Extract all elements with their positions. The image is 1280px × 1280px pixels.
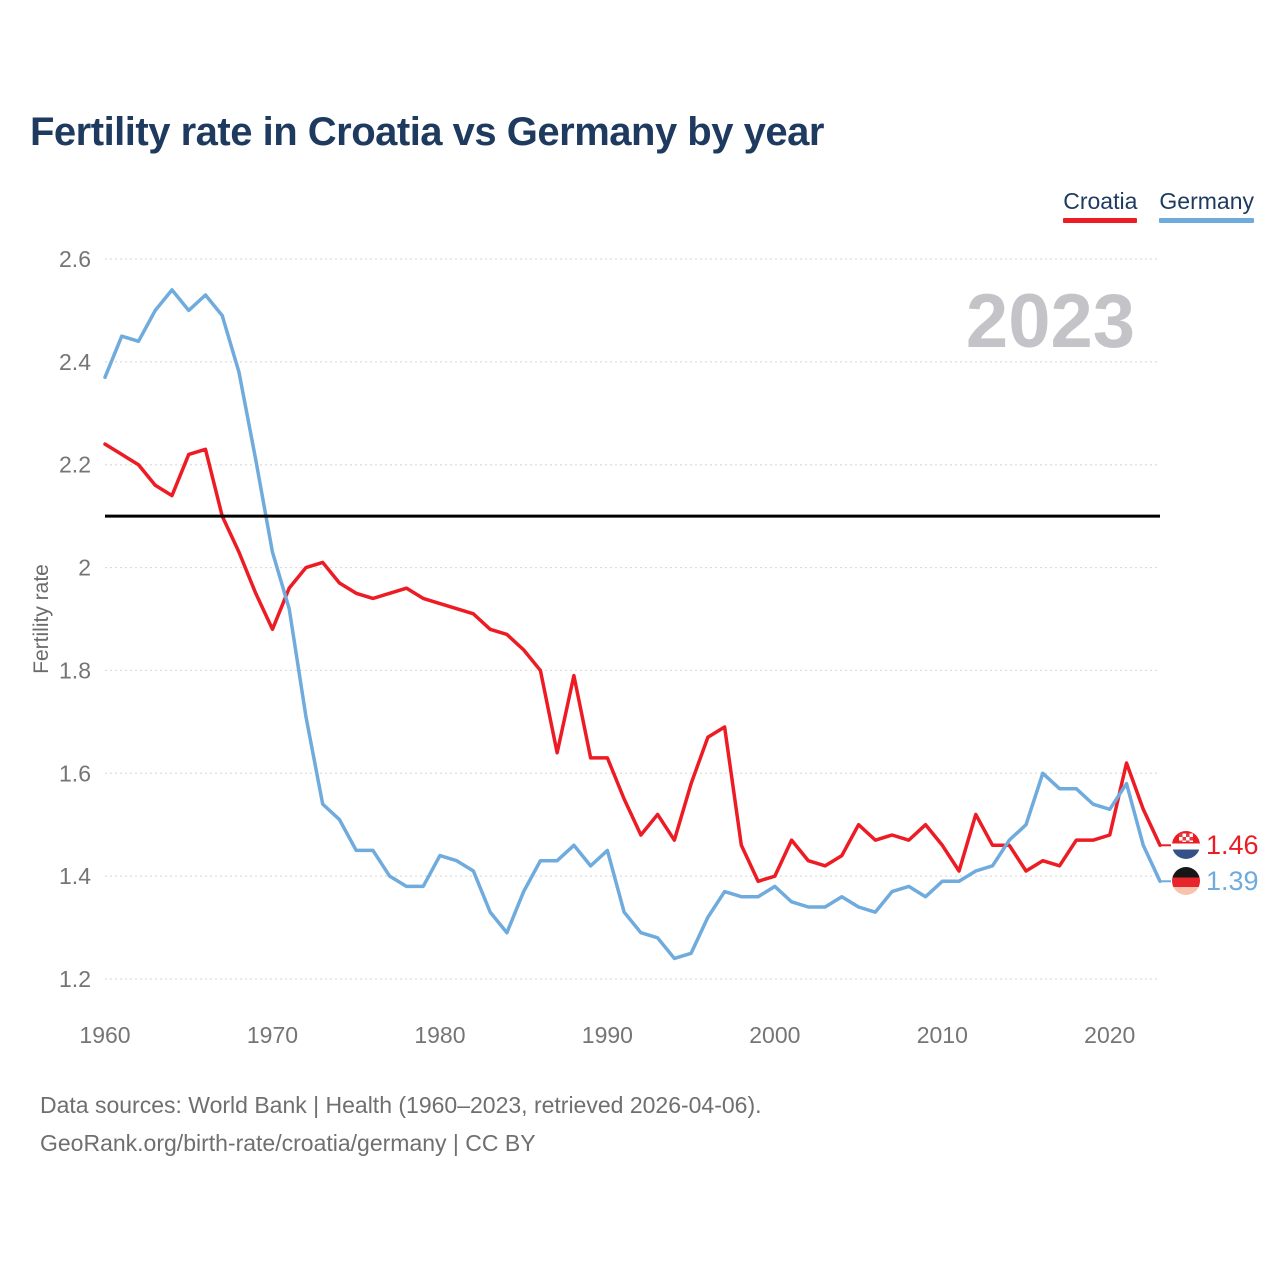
croatia-end-value: 1.46 <box>1206 830 1259 860</box>
germany-flag-icon <box>1172 867 1200 895</box>
x-tick-label: 1980 <box>414 1022 465 1048</box>
x-tick-label: 2000 <box>749 1022 800 1048</box>
x-tick-label: 2020 <box>1084 1022 1135 1048</box>
legend-item-germany[interactable]: Germany <box>1159 188 1254 223</box>
series-line-croatia <box>103 442 1162 884</box>
x-tick-label: 1960 <box>79 1022 130 1048</box>
x-tick-label: 1990 <box>582 1022 633 1048</box>
footer-attribution: Data sources: World Bank | Health (1960–… <box>40 1086 762 1162</box>
y-tick-label: 1.8 <box>59 657 91 683</box>
y-tick-label: 1.2 <box>59 966 91 992</box>
footer-sources: Data sources: World Bank | Health (1960–… <box>40 1092 762 1118</box>
y-tick-label: 2.2 <box>59 452 91 478</box>
y-tick-label: 1.4 <box>59 863 91 889</box>
legend-item-croatia[interactable]: Croatia <box>1063 188 1138 223</box>
x-tick-label: 2010 <box>917 1022 968 1048</box>
watermark-year: 2023 <box>966 279 1135 364</box>
series-line-germany <box>103 288 1162 961</box>
croatia-flag-icon <box>1172 831 1200 859</box>
y-tick-label: 2 <box>78 555 91 581</box>
y-tick-label: 1.6 <box>59 760 91 786</box>
chart-title: Fertility rate in Croatia vs Germany by … <box>30 110 824 154</box>
y-tick-label: 2.4 <box>59 349 91 375</box>
grid-layer: 2.6 2.4 2.2 2 1.8 1.6 1.4 1.2 1960 1970 1980 1990 20… <box>59 246 1160 1048</box>
legend-label-croatia: Croatia <box>1063 188 1138 214</box>
footer-link: GeoRank.org/birth-rate/croatia/germany |… <box>40 1130 536 1156</box>
plot-layer <box>103 288 1171 961</box>
legend: Croatia Germany <box>1063 188 1254 223</box>
legend-swatch-croatia <box>1063 218 1138 223</box>
germany-end-value: 1.39 <box>1206 866 1259 896</box>
legend-label-germany: Germany <box>1159 188 1254 214</box>
y-axis-title: Fertility rate <box>30 564 53 674</box>
x-tick-label: 1970 <box>247 1022 298 1048</box>
y-tick-label: 2.6 <box>59 246 91 272</box>
legend-swatch-germany <box>1159 218 1254 223</box>
